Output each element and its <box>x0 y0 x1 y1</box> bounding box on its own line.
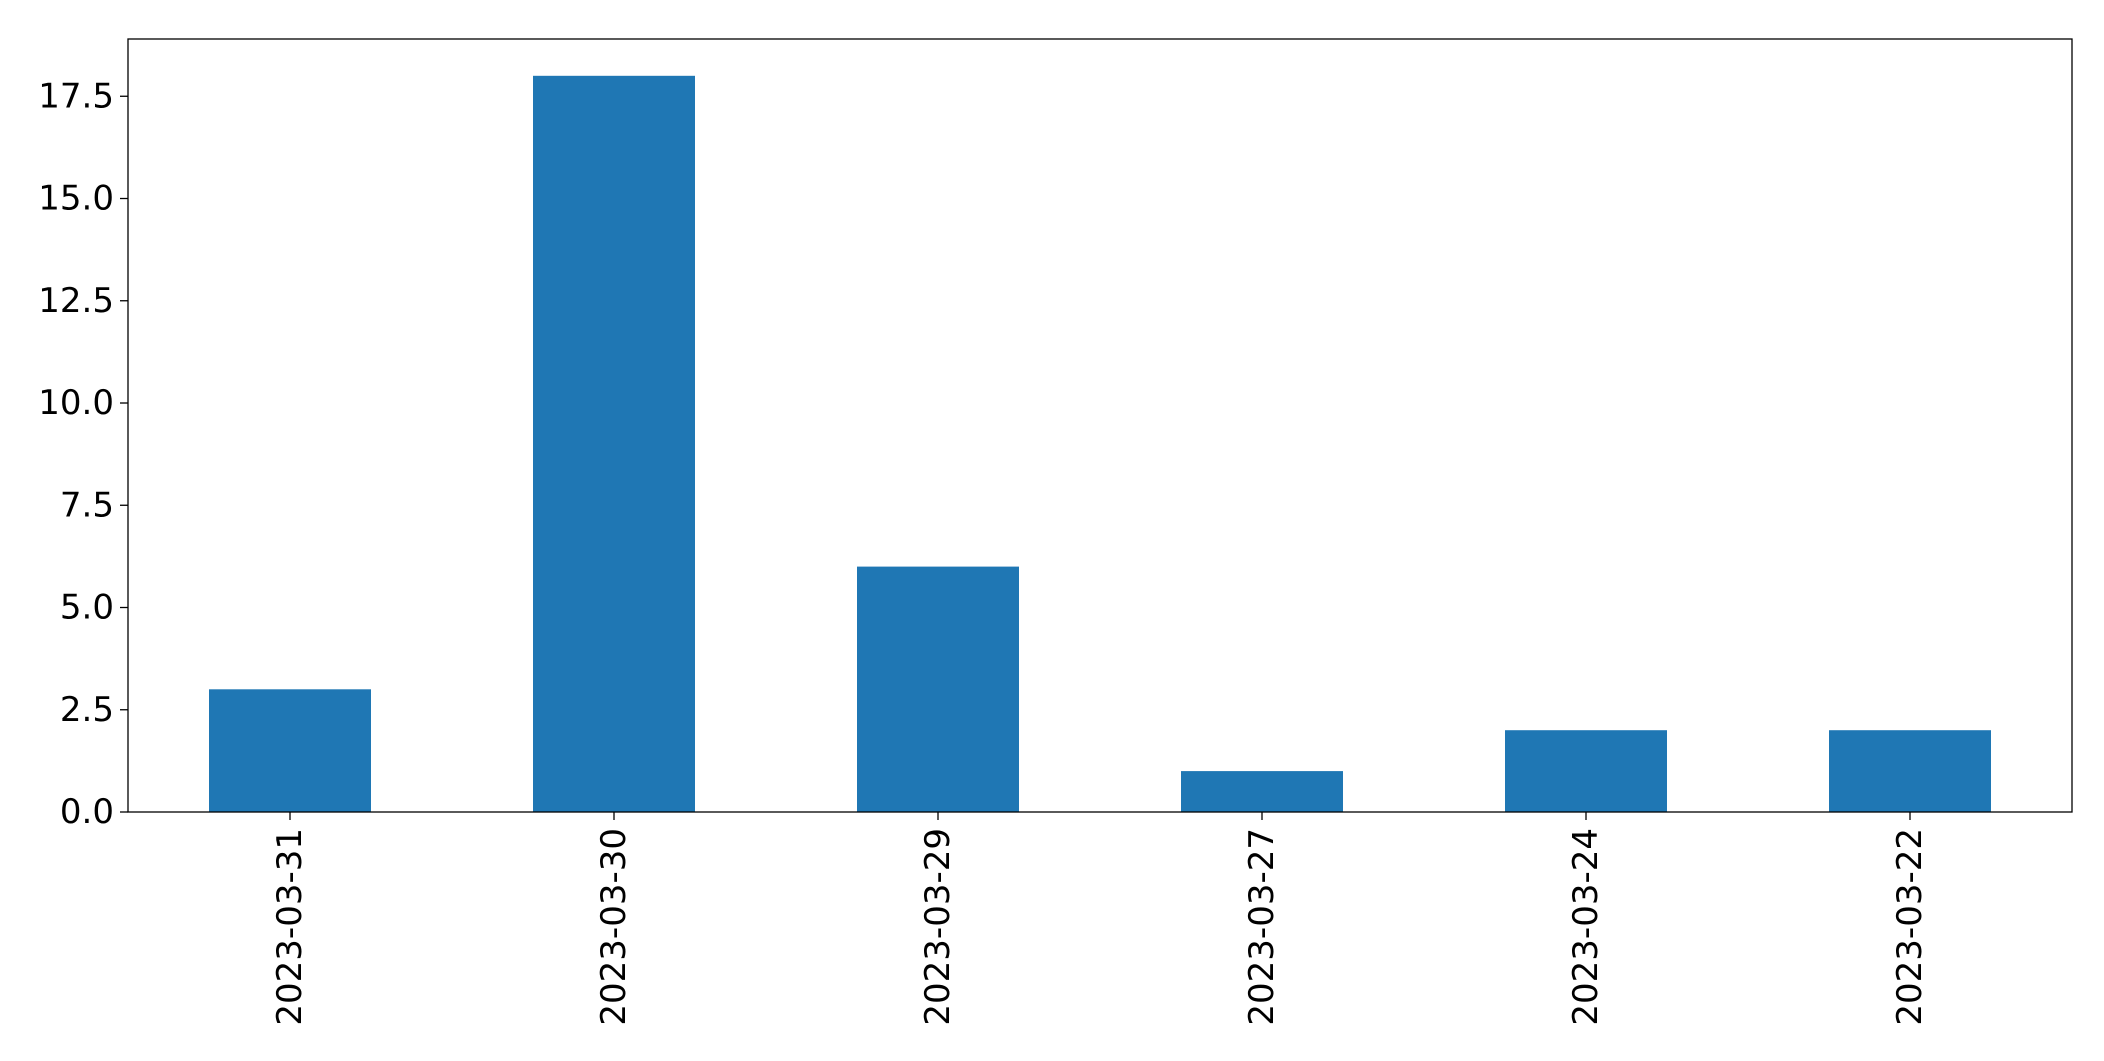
x-axis-ticks: 2023-03-31 2023-03-30 2023-03-29 2023-03-27… <box>270 812 1930 1026</box>
y-tick-label: 15.0 <box>38 179 114 219</box>
y-tick-label: 7.5 <box>60 485 114 525</box>
x-tick-label: 2023-03-29 <box>918 828 958 1026</box>
y-tick-label: 5.0 <box>60 588 114 628</box>
x-tick-label: 2023-03-27 <box>1242 828 1282 1026</box>
bar-2023-03-22 <box>1829 730 1991 812</box>
x-tick-label: 2023-03-22 <box>1890 828 1930 1026</box>
bar-2023-03-27 <box>1181 771 1343 812</box>
bar-2023-03-30 <box>533 75 695 813</box>
x-tick-label: 2023-03-31 <box>270 828 310 1026</box>
plot-frame <box>127 38 2073 813</box>
y-axis-ticks: 0.0 2.5 5.0 7.5 10.0 12.5 15.0 17.5 <box>38 76 128 832</box>
y-tick-label: 12.5 <box>38 281 114 321</box>
y-tick-label: 0.0 <box>60 792 114 832</box>
bar-2023-03-31 <box>209 689 371 812</box>
x-tick-label: 2023-03-24 <box>1566 828 1606 1026</box>
bar-2023-03-24 <box>1505 730 1667 812</box>
y-tick-label: 10.0 <box>38 383 114 423</box>
y-tick-label: 17.5 <box>38 76 114 116</box>
bars-group <box>209 75 1991 813</box>
y-tick-label: 2.5 <box>60 690 114 730</box>
x-tick-label: 2023-03-30 <box>594 828 634 1026</box>
bar-2023-03-29 <box>857 566 1019 812</box>
